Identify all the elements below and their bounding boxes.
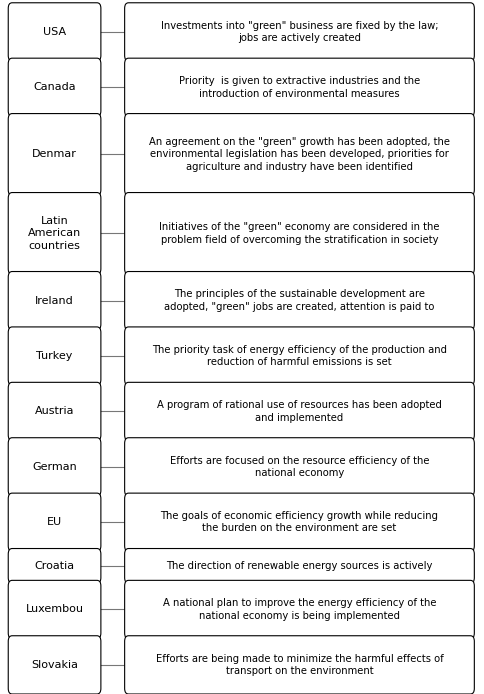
FancyBboxPatch shape	[8, 493, 101, 551]
Text: The principles of the sustainable development are
adopted, "green" jobs are crea: The principles of the sustainable develo…	[164, 289, 434, 312]
FancyBboxPatch shape	[124, 3, 473, 61]
FancyBboxPatch shape	[124, 493, 473, 551]
Text: EU: EU	[47, 517, 62, 527]
FancyBboxPatch shape	[8, 382, 101, 441]
FancyBboxPatch shape	[8, 192, 101, 274]
FancyBboxPatch shape	[8, 438, 101, 496]
FancyBboxPatch shape	[8, 114, 101, 196]
Text: Luxembou: Luxembou	[26, 604, 83, 614]
Text: The priority task of energy efficiency of the production and
reduction of harmfu: The priority task of energy efficiency o…	[151, 345, 446, 367]
Text: Ireland: Ireland	[35, 296, 74, 305]
Text: The direction of renewable energy sources is actively: The direction of renewable energy source…	[166, 561, 432, 571]
FancyBboxPatch shape	[8, 3, 101, 61]
FancyBboxPatch shape	[124, 58, 473, 117]
FancyBboxPatch shape	[124, 548, 473, 583]
Text: Austria: Austria	[35, 407, 74, 416]
Text: Canada: Canada	[33, 83, 76, 92]
FancyBboxPatch shape	[8, 327, 101, 385]
Text: USA: USA	[43, 27, 66, 37]
FancyBboxPatch shape	[8, 636, 101, 694]
Text: Initiatives of the "green" economy are considered in the
problem field of overco: Initiatives of the "green" economy are c…	[159, 222, 439, 245]
Text: An agreement on the "green" growth has been adopted, the
environmental legislati: An agreement on the "green" growth has b…	[149, 137, 449, 172]
Text: Investments into "green" business are fixed by the law;
jobs are actively create: Investments into "green" business are fi…	[160, 21, 438, 43]
Text: Latin
American
countries: Latin American countries	[28, 216, 81, 251]
FancyBboxPatch shape	[8, 271, 101, 330]
Text: The goals of economic efficiency growth while reducing
the burden on the environ: The goals of economic efficiency growth …	[160, 511, 438, 534]
Text: A program of rational use of resources has been adopted
and implemented: A program of rational use of resources h…	[157, 400, 441, 423]
FancyBboxPatch shape	[124, 580, 473, 638]
FancyBboxPatch shape	[124, 382, 473, 441]
Text: Efforts are being made to minimize the harmful effects of
transport on the envir: Efforts are being made to minimize the h…	[155, 654, 442, 676]
FancyBboxPatch shape	[124, 327, 473, 385]
Text: Efforts are focused on the resource efficiency of the
national economy: Efforts are focused on the resource effi…	[169, 456, 428, 478]
Text: German: German	[32, 462, 77, 472]
Text: A national plan to improve the energy efficiency of the
national economy is bein: A national plan to improve the energy ef…	[163, 598, 435, 620]
FancyBboxPatch shape	[8, 58, 101, 117]
Text: Turkey: Turkey	[36, 351, 73, 361]
FancyBboxPatch shape	[8, 548, 101, 583]
Text: Croatia: Croatia	[34, 561, 75, 571]
FancyBboxPatch shape	[124, 636, 473, 694]
FancyBboxPatch shape	[124, 114, 473, 196]
FancyBboxPatch shape	[124, 438, 473, 496]
Text: Denmar: Denmar	[32, 149, 77, 160]
FancyBboxPatch shape	[8, 580, 101, 638]
Text: Priority  is given to extractive industries and the
introduction of environmenta: Priority is given to extractive industri…	[179, 76, 419, 99]
Text: Slovakia: Slovakia	[31, 660, 78, 670]
FancyBboxPatch shape	[124, 271, 473, 330]
FancyBboxPatch shape	[124, 192, 473, 274]
